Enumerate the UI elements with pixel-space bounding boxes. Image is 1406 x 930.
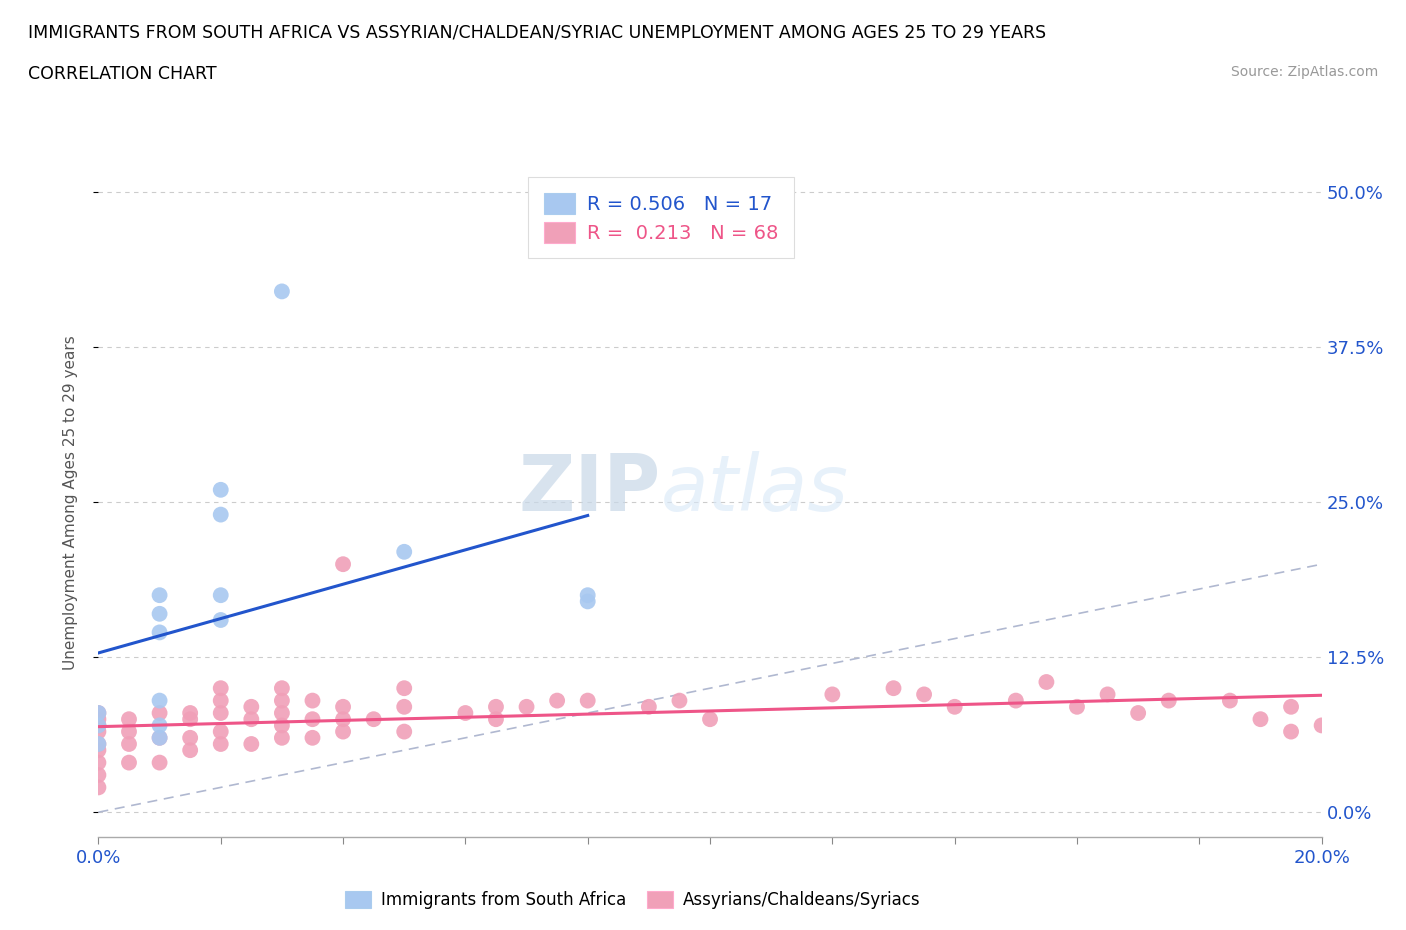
Point [270,284,292,299]
Point [332,699,354,714]
Point [209,588,232,603]
Point [209,724,232,739]
Point [1279,724,1302,739]
Point [240,737,263,751]
Text: ZIP: ZIP [519,451,661,526]
Point [87,743,110,758]
Point [87,767,110,782]
Point [87,737,110,751]
Point [1157,693,1180,708]
Point [118,737,141,751]
Point [149,706,172,721]
Point [87,737,110,751]
Point [209,693,232,708]
Point [392,681,416,696]
Point [209,706,232,721]
Point [179,730,201,745]
Point [209,507,232,522]
Point [149,588,172,603]
Point [149,606,172,621]
Point [87,724,110,739]
Text: Source: ZipAtlas.com: Source: ZipAtlas.com [1230,65,1378,79]
Point [392,724,416,739]
Text: CORRELATION CHART: CORRELATION CHART [28,65,217,83]
Point [546,693,568,708]
Point [1249,711,1271,726]
Point [1128,706,1150,721]
Point [332,711,354,726]
Point [1004,693,1026,708]
Point [240,711,263,726]
Point [270,718,292,733]
Point [149,718,172,733]
Point [883,681,905,696]
Point [118,711,141,726]
Point [1310,718,1333,733]
Point [301,711,323,726]
Point [332,724,354,739]
Point [179,711,201,726]
Point [637,699,661,714]
Point [270,693,292,708]
Point [87,755,110,770]
Point [301,730,323,745]
Y-axis label: Unemployment Among Ages 25 to 29 years: Unemployment Among Ages 25 to 29 years [63,335,77,670]
Point [270,730,292,745]
Point [392,699,416,714]
Point [149,730,172,745]
Point [912,687,935,702]
Point [943,699,966,714]
Point [1279,699,1302,714]
Legend: R = 0.506   N = 17, R =  0.213   N = 68: R = 0.506 N = 17, R = 0.213 N = 68 [529,177,794,259]
Point [149,730,172,745]
Point [699,711,721,726]
Point [270,681,292,696]
Point [1219,693,1241,708]
Point [118,755,141,770]
Point [1035,674,1057,689]
Point [332,557,354,572]
Point [87,780,110,795]
Point [668,693,690,708]
Point [301,693,323,708]
Point [1097,687,1119,702]
Point [576,588,599,603]
Point [363,711,385,726]
Point [179,743,201,758]
Point [149,693,172,708]
Point [576,594,599,609]
Point [576,693,599,708]
Point [87,718,110,733]
Legend: Immigrants from South Africa, Assyrians/Chaldeans/Syriacs: Immigrants from South Africa, Assyrians/… [336,883,929,917]
Point [209,737,232,751]
Point [87,706,110,721]
Point [516,699,538,714]
Text: atlas: atlas [661,451,849,526]
Point [1066,699,1088,714]
Point [821,687,844,702]
Point [454,706,477,721]
Point [149,625,172,640]
Point [118,724,141,739]
Point [209,681,232,696]
Point [485,699,508,714]
Point [240,699,263,714]
Point [87,706,110,721]
Point [209,613,232,628]
Point [270,706,292,721]
Point [87,718,110,733]
Point [485,711,508,726]
Point [179,706,201,721]
Point [209,483,232,498]
Text: IMMIGRANTS FROM SOUTH AFRICA VS ASSYRIAN/CHALDEAN/SYRIAC UNEMPLOYMENT AMONG AGES: IMMIGRANTS FROM SOUTH AFRICA VS ASSYRIAN… [28,23,1046,41]
Point [392,544,416,559]
Point [149,755,172,770]
Point [87,711,110,726]
